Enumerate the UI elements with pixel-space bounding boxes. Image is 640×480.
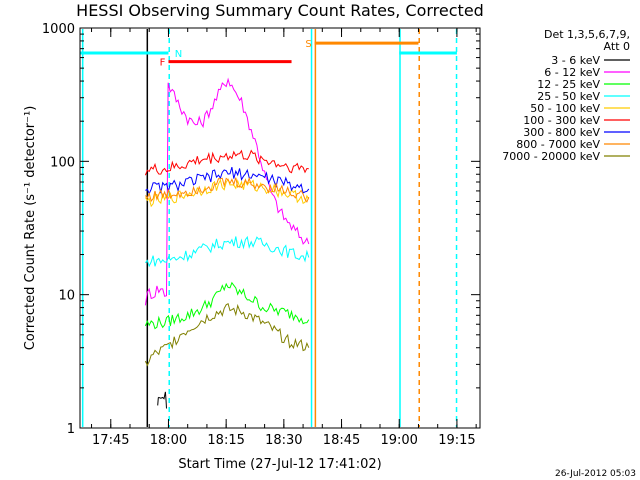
series-line-3 [145, 235, 310, 268]
y-tick-label: 1 [67, 422, 75, 437]
legend-label-1: 6 - 12 keV [544, 66, 600, 79]
series-line-2 [144, 281, 310, 330]
flag-label-F: F [160, 58, 166, 69]
x-tick-label: 19:15 [438, 433, 475, 448]
y-tick-label: 100 [50, 155, 75, 170]
legend-header-line2: Att 0 [604, 40, 630, 53]
legend-label-5: 100 - 300 keV [523, 114, 600, 127]
plot-frame [79, 27, 481, 429]
flag-label-S: S [305, 39, 311, 50]
x-tick-label: 18:15 [207, 433, 244, 448]
legend-label-4: 50 - 100 keV [530, 102, 600, 115]
axes-ticks: 1 10 100 1000 17:45 18:00 18:15 18:30 18:45 19:00… [42, 22, 480, 448]
legend-label-7: 800 - 7000 keV [516, 138, 600, 151]
legend-label-3: 25 - 50 keV [537, 90, 600, 103]
footer-timestamp: 26-Jul-2012 05:03 [555, 469, 636, 479]
series-line-1 [144, 77, 310, 306]
legend-label-2: 12 - 25 keV [537, 78, 600, 91]
series-line-8 [144, 302, 310, 367]
legend-label-8: 7000 - 20000 keV [502, 150, 600, 163]
x-tick-label: 18:45 [323, 433, 360, 448]
x-tick-label: 17:45 [92, 433, 129, 448]
y-tick-label: 10 [58, 289, 75, 304]
x-tick-label: 18:00 [150, 433, 187, 448]
legend-label-6: 300 - 800 keV [523, 126, 600, 139]
series-line-4 [144, 177, 310, 208]
plot-area: NF S [80, 29, 458, 427]
legend-label-0: 3 - 6 keV [551, 54, 600, 67]
x-axis-label: Start Time (27-Jul-12 17:41:02) [178, 457, 381, 472]
y-tick-label: 1000 [42, 22, 75, 37]
y-axis-label: Corrected Count Rate (s⁻¹ detector⁻¹) [23, 106, 38, 351]
flag-label-N: N [175, 49, 182, 60]
x-tick-label: 18:30 [265, 433, 302, 448]
legend-header-line1: Det 1,3,5,6,7,9, [544, 28, 630, 41]
series-line-5 [144, 149, 309, 176]
x-tick-label: 19:00 [380, 433, 417, 448]
series-line-7 [144, 176, 310, 203]
series-line-0 [157, 391, 167, 409]
chart-title: HESSI Observing Summary Count Rates, Cor… [76, 1, 484, 20]
series-line-6 [145, 166, 310, 195]
